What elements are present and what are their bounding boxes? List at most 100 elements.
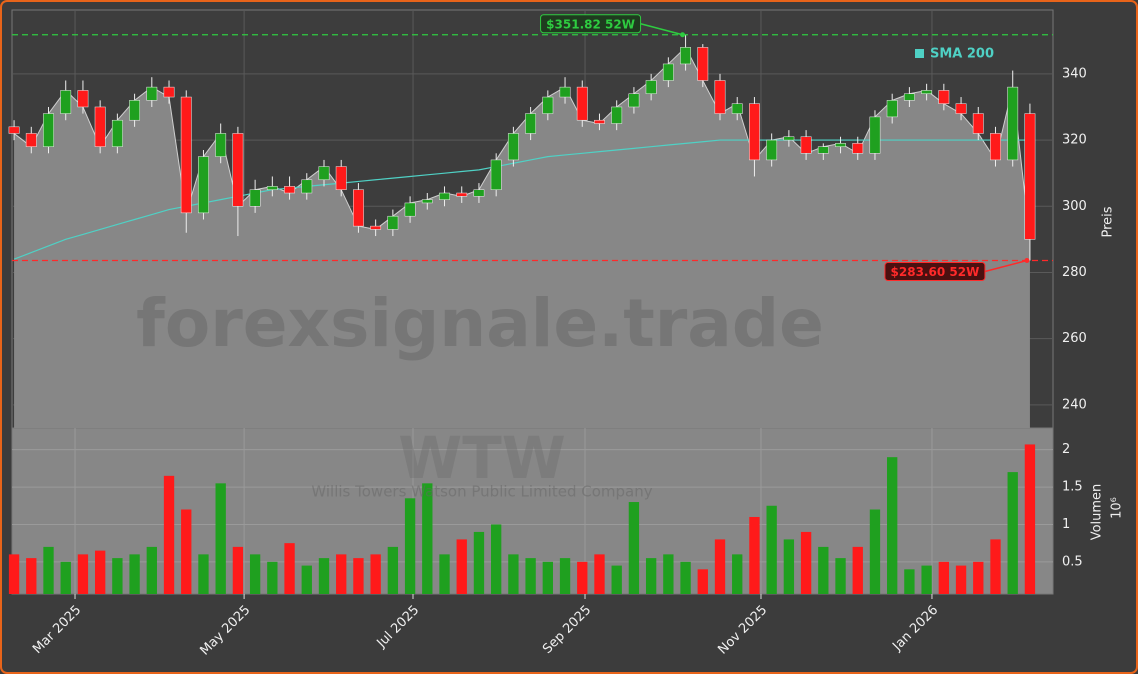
volume-bar — [404, 498, 416, 594]
volume-bar — [766, 505, 777, 594]
volume-bar — [336, 554, 347, 594]
y-tick-label: 320 — [1062, 133, 1087, 148]
candle-body — [749, 103, 760, 161]
candle-body — [800, 136, 812, 154]
volume-bar — [163, 475, 175, 594]
candle-body — [163, 86, 175, 98]
candle-body — [611, 106, 623, 124]
candle-body — [990, 133, 1001, 161]
candle-body — [387, 215, 399, 230]
candle-body — [731, 103, 743, 114]
volume-bar — [1007, 472, 1018, 594]
volume-bar — [921, 565, 932, 594]
volume-bar — [594, 554, 605, 594]
candle-body — [886, 100, 898, 118]
candle-body — [576, 86, 588, 121]
y-tick-label: 240 — [1062, 397, 1087, 412]
volume-bar — [129, 554, 140, 594]
candle-body — [852, 143, 864, 154]
candle-body — [559, 86, 571, 98]
y-tick-label: 1 — [1062, 517, 1070, 532]
candle-body — [146, 86, 158, 101]
volume-bar — [43, 546, 54, 594]
candle-body — [783, 136, 795, 141]
candle-body — [94, 106, 106, 147]
volume-bar — [318, 558, 330, 594]
volume-bar — [60, 561, 71, 594]
volume-bar — [783, 539, 795, 594]
candle-body — [249, 189, 261, 207]
volume-unit: 10⁶ — [1110, 497, 1125, 519]
candle-body — [817, 146, 829, 154]
candle-body — [43, 113, 54, 147]
annotation-label: $283.60 52W — [891, 265, 980, 279]
volume-bar — [439, 554, 450, 594]
candle-body — [1007, 86, 1019, 161]
candle-body — [439, 192, 450, 200]
volume-bar — [577, 561, 588, 594]
y-tick-label: 280 — [1062, 265, 1087, 280]
volume-bar — [869, 509, 881, 594]
volume-bar — [938, 561, 950, 594]
candle-body — [198, 156, 209, 214]
candle-body — [697, 47, 709, 81]
volume-bar — [628, 502, 640, 594]
volume-bar — [525, 558, 536, 594]
volume-bar — [680, 561, 691, 594]
candle-body — [370, 225, 382, 230]
y-tick-label: 340 — [1062, 66, 1087, 81]
candle-body — [972, 113, 984, 134]
volume-bar — [887, 457, 898, 594]
volume-bar — [732, 554, 743, 594]
volume-bar — [26, 558, 37, 594]
legend-swatch — [915, 49, 924, 58]
candle-body — [456, 192, 468, 197]
candle-body — [111, 119, 123, 147]
candle-body — [301, 179, 313, 194]
candle-body — [869, 116, 881, 154]
arrow-head — [1024, 258, 1030, 264]
candle-body — [473, 189, 485, 197]
volume-bar — [818, 546, 829, 594]
candle-body — [284, 186, 295, 194]
volume-bar — [353, 558, 364, 594]
volume-bar — [198, 554, 209, 594]
candle-body — [60, 90, 72, 114]
volume-bar — [697, 569, 708, 594]
y-tick-label: 300 — [1062, 199, 1087, 214]
company-watermark: Willis Towers Watson Public Limited Comp… — [311, 483, 652, 501]
annotation: $351.82 52W — [540, 14, 686, 38]
volume-bar — [611, 565, 622, 594]
volume-bar — [112, 558, 123, 594]
volume-bar — [800, 531, 812, 594]
volume-bar — [146, 546, 157, 594]
candle-body — [404, 202, 416, 217]
volume-bar — [422, 483, 433, 594]
candle-body — [645, 80, 657, 94]
volume-bar — [835, 558, 846, 594]
volume-bar — [542, 561, 553, 594]
candle-body — [766, 139, 778, 161]
volume-bar — [284, 543, 295, 594]
volume-bar — [645, 558, 657, 594]
legend-label: SMA 200 — [930, 47, 994, 62]
volume-bar — [852, 546, 863, 594]
volume-bar — [387, 546, 399, 594]
volume-bar — [8, 554, 20, 594]
volume-bar — [215, 483, 226, 594]
volume-bar — [990, 539, 1001, 594]
annotation-label: $351.82 52W — [546, 17, 635, 31]
candle-body — [507, 133, 519, 161]
volume-bar — [749, 516, 760, 594]
volume-bar — [94, 550, 106, 594]
volume-bar — [559, 558, 571, 594]
candle-body — [938, 90, 950, 104]
watermark: forexsignale.trade — [136, 285, 824, 362]
volume-bar — [232, 546, 244, 594]
candle-body — [1024, 113, 1036, 240]
volume-bar — [77, 554, 89, 594]
candle-body — [680, 47, 691, 65]
candle-body — [714, 80, 726, 114]
candle-body — [318, 166, 330, 181]
candle-body — [353, 189, 364, 227]
